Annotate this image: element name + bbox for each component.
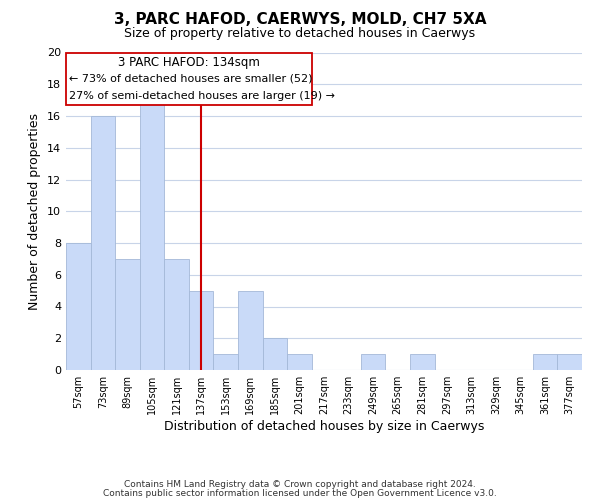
FancyBboxPatch shape [67,53,312,105]
Bar [361,354,385,370]
Bar [164,259,189,370]
Y-axis label: Number of detached properties: Number of detached properties [28,113,41,310]
Text: 3 PARC HAFOD: 134sqm: 3 PARC HAFOD: 134sqm [118,56,260,70]
Bar [238,290,263,370]
Text: ← 73% of detached houses are smaller (52): ← 73% of detached houses are smaller (52… [69,74,313,84]
Bar [287,354,312,370]
Bar [533,354,557,370]
Bar [66,243,91,370]
Bar [214,354,238,370]
Text: 27% of semi-detached houses are larger (19) →: 27% of semi-detached houses are larger (… [69,91,335,101]
X-axis label: Distribution of detached houses by size in Caerwys: Distribution of detached houses by size … [164,420,484,433]
Text: 3, PARC HAFOD, CAERWYS, MOLD, CH7 5XA: 3, PARC HAFOD, CAERWYS, MOLD, CH7 5XA [114,12,486,28]
Bar [410,354,434,370]
Bar [189,290,214,370]
Text: Contains public sector information licensed under the Open Government Licence v3: Contains public sector information licen… [103,488,497,498]
Bar [115,259,140,370]
Text: Size of property relative to detached houses in Caerwys: Size of property relative to detached ho… [124,28,476,40]
Text: Contains HM Land Registry data © Crown copyright and database right 2024.: Contains HM Land Registry data © Crown c… [124,480,476,489]
Bar [263,338,287,370]
Bar [140,100,164,370]
Bar [91,116,115,370]
Bar [557,354,582,370]
